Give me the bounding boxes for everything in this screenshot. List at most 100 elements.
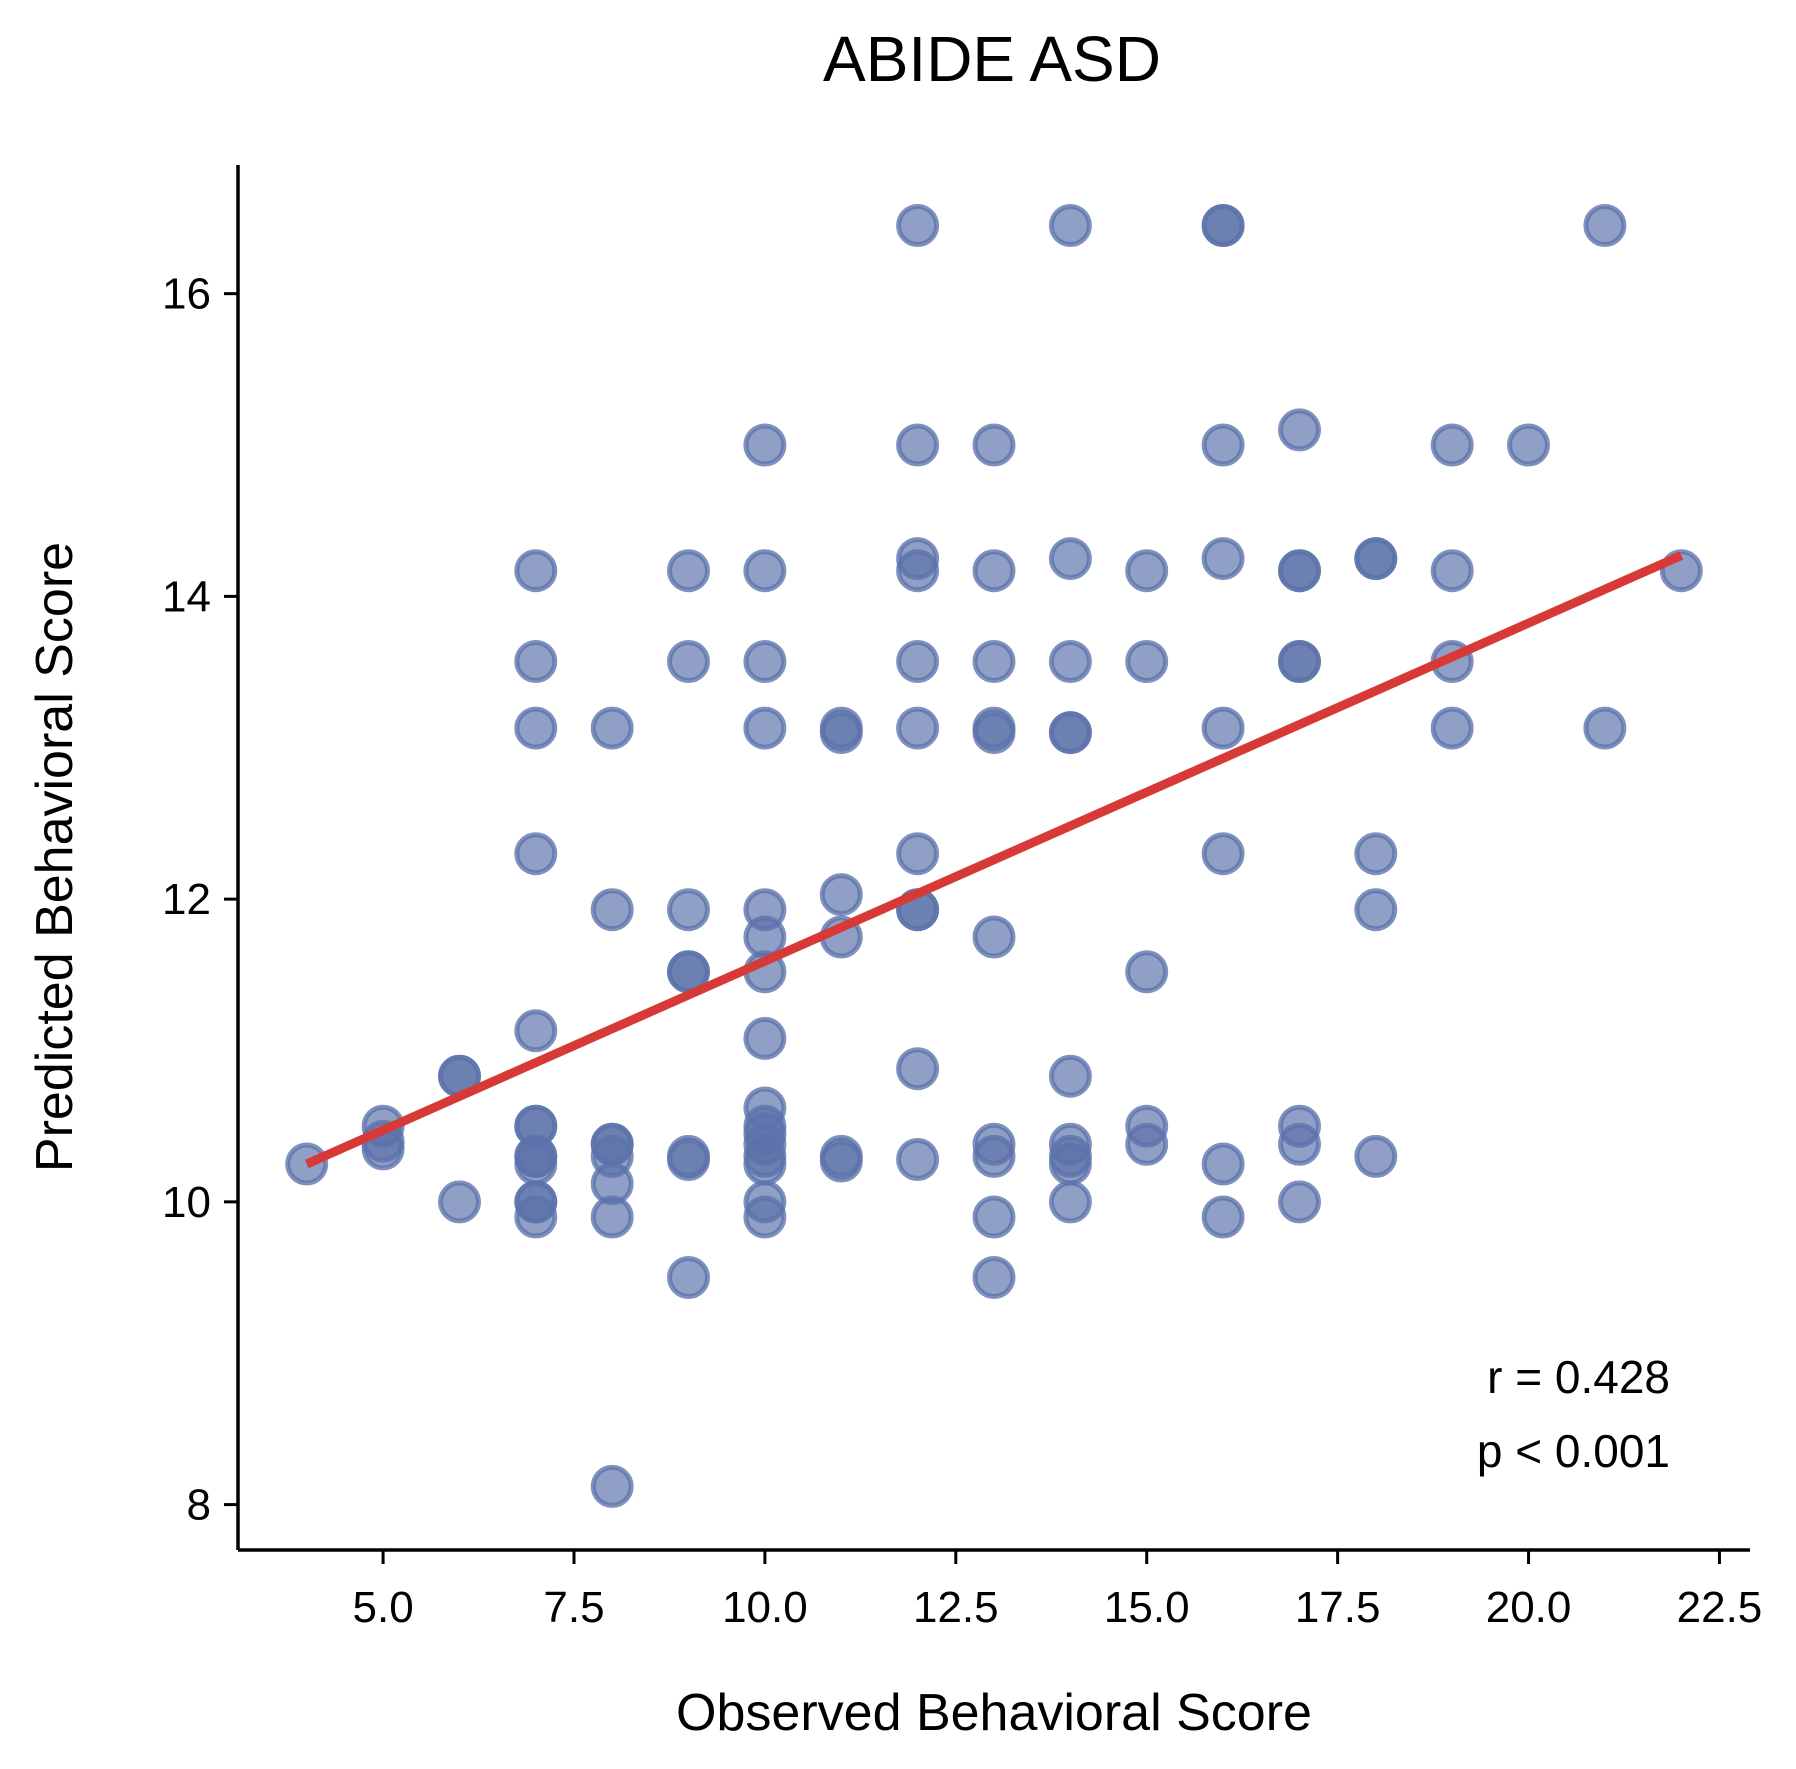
data-point — [1048, 711, 1092, 755]
data-point — [1278, 549, 1321, 593]
data-point — [590, 706, 634, 750]
data-point — [1278, 640, 1321, 683]
y-tick-label: 14 — [162, 572, 211, 621]
chart-title: ABIDE ASD — [823, 23, 1161, 95]
data-point — [1430, 706, 1474, 750]
x-tick-label: 20.0 — [1486, 1583, 1572, 1632]
data-point — [743, 549, 787, 593]
data-point — [819, 873, 863, 917]
data-point — [743, 1195, 787, 1239]
data-point — [667, 1138, 710, 1181]
data-point — [743, 1016, 787, 1060]
data-point — [590, 888, 634, 932]
data-point — [1201, 204, 1245, 247]
data-point — [972, 915, 1016, 959]
data-point — [972, 549, 1016, 593]
data-point — [1201, 423, 1245, 467]
data-point — [514, 1195, 558, 1239]
data-point — [514, 549, 558, 593]
data-point — [1354, 537, 1398, 581]
data-point — [1507, 423, 1550, 467]
data-point — [1201, 1195, 1245, 1239]
data-point — [896, 832, 940, 876]
data-point — [743, 1142, 787, 1186]
data-point — [972, 423, 1016, 467]
data-point — [514, 832, 558, 876]
data-point — [1048, 1054, 1092, 1098]
data-point — [514, 706, 558, 750]
data-point — [1048, 1180, 1092, 1224]
x-tick-label: 22.5 — [1677, 1583, 1763, 1632]
data-point — [1583, 706, 1627, 750]
data-points — [285, 204, 1703, 1508]
x-axis-label: Observed Behavioral Score — [676, 1684, 1312, 1742]
data-point — [1125, 549, 1169, 593]
data-point — [514, 1009, 558, 1053]
data-point — [1430, 549, 1474, 593]
data-point — [1583, 204, 1627, 247]
data-point — [819, 1139, 863, 1183]
data-point — [743, 640, 787, 683]
data-point — [1278, 1180, 1321, 1224]
data-point — [667, 1256, 710, 1299]
x-tick-label: 12.5 — [913, 1583, 999, 1632]
y-tick-label: 8 — [187, 1481, 211, 1530]
data-point — [1125, 640, 1169, 683]
data-point — [1048, 640, 1092, 683]
y-axis-ticks: 8 10 12 14 16 — [162, 270, 238, 1530]
data-point — [514, 640, 558, 683]
data-point — [972, 711, 1016, 755]
data-point — [1354, 1134, 1398, 1178]
data-point — [972, 1134, 1016, 1178]
data-point — [1048, 1142, 1092, 1186]
x-tick-label: 17.5 — [1295, 1583, 1381, 1632]
data-point — [1354, 832, 1398, 876]
data-point — [1048, 204, 1092, 247]
data-point — [896, 204, 940, 247]
data-point — [1278, 408, 1321, 452]
data-point — [667, 640, 710, 683]
data-point — [1048, 537, 1092, 581]
data-point — [438, 1180, 481, 1224]
x-tick-label: 15.0 — [1104, 1583, 1190, 1632]
data-point — [1354, 888, 1398, 932]
data-point — [972, 640, 1016, 683]
y-tick-label: 12 — [162, 875, 211, 924]
data-point — [1125, 950, 1169, 994]
correlation-annotation: r = 0.428 — [1487, 1351, 1670, 1403]
data-point — [896, 706, 940, 750]
data-point — [667, 888, 710, 932]
data-point — [896, 1138, 940, 1181]
data-point — [590, 1195, 634, 1239]
data-point — [1201, 832, 1245, 876]
x-tick-label: 7.5 — [543, 1583, 604, 1632]
data-point — [590, 1464, 634, 1508]
data-point — [1278, 1122, 1321, 1166]
data-point — [972, 1256, 1016, 1299]
data-point — [819, 711, 863, 755]
x-tick-label: 10.0 — [722, 1583, 808, 1632]
data-point — [1430, 423, 1474, 467]
x-axis-ticks: 5.0 7.5 10.0 12.5 15.0 17.5 20.0 22.5 — [353, 1550, 1763, 1632]
y-tick-label: 16 — [162, 270, 211, 319]
data-point — [1125, 1122, 1169, 1166]
p-value-annotation: p < 0.001 — [1477, 1425, 1670, 1477]
data-point — [896, 423, 940, 467]
regression-line-group — [304, 551, 1684, 1169]
data-point — [514, 1142, 558, 1186]
y-tick-label: 10 — [162, 1178, 211, 1227]
data-point — [1201, 1142, 1245, 1186]
data-point — [896, 640, 940, 683]
x-tick-label: 5.0 — [353, 1583, 414, 1632]
regression-line — [304, 551, 1684, 1169]
data-point — [743, 706, 787, 750]
data-point — [896, 549, 940, 593]
data-point — [1201, 537, 1245, 581]
data-point — [896, 1047, 940, 1091]
data-point — [1201, 706, 1245, 750]
data-point — [743, 423, 787, 467]
data-point — [972, 1195, 1016, 1239]
data-point — [667, 549, 710, 593]
y-axis-label: Predicted Behavioral Score — [26, 542, 84, 1172]
